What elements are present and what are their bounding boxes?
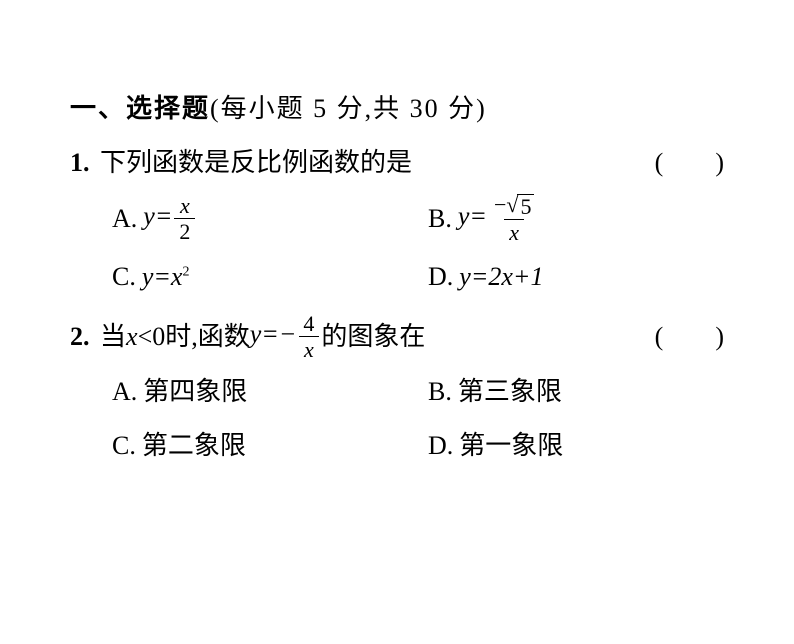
option-text: 第四象限 xyxy=(143,371,247,413)
q1-stem: 1. 下列函数是反比例函数的是 ( ) xyxy=(70,142,724,184)
q2-option-C: C. 第二象限 xyxy=(112,425,408,467)
eq-prefix: y= xyxy=(143,202,172,231)
func-pre: y=− xyxy=(250,320,297,349)
q1-text: 下列函数是反比例函数的是 xyxy=(100,142,412,184)
denominator: x xyxy=(504,219,524,244)
numerator: x xyxy=(175,194,195,218)
question-1: 1. 下列函数是反比例函数的是 ( ) A. y=x2 B. y=−√5x C. xyxy=(70,142,724,298)
option-label: D. xyxy=(428,425,453,467)
var-x: x xyxy=(126,322,138,351)
option-label: A. xyxy=(112,198,137,240)
eq-expr: y=2x+1 xyxy=(459,262,543,291)
q1-option-B: B. y=−√5x xyxy=(428,193,724,244)
option-math: y=−√5x xyxy=(458,193,542,244)
section-header: 一、选择题(每小题 5 分,共 30 分) xyxy=(70,88,724,130)
stem-pre: 当 xyxy=(100,316,126,358)
q1-option-C: C. y=x2 xyxy=(112,256,408,298)
denominator: x xyxy=(299,336,319,361)
stem-mid: 时,函数 xyxy=(165,316,250,358)
exponent: 2 xyxy=(182,265,189,280)
fraction: x2 xyxy=(174,194,195,243)
q1-option-A: A. y=x2 xyxy=(112,193,408,244)
q1-number: 1. xyxy=(70,142,96,184)
stem-post: 的图象在 xyxy=(321,316,425,358)
q2-options: A. 第四象限 B. 第三象限 C. 第二象限 D. 第一象限 xyxy=(70,371,724,466)
option-math: y=2x+1 xyxy=(459,256,543,298)
option-label: B. xyxy=(428,198,452,240)
numerator: −√5 xyxy=(489,193,540,219)
q2-paren: ( ) xyxy=(655,316,724,358)
sqrt: √5 xyxy=(506,194,534,218)
option-text: 第一象限 xyxy=(459,425,563,467)
option-math: y=x2 xyxy=(143,194,197,243)
q2-option-B: B. 第三象限 xyxy=(428,371,724,413)
numerator: 4 xyxy=(298,312,319,336)
q1-options: A. y=x2 B. y=−√5x C. y=x2 D. y=2x+1 xyxy=(70,193,724,298)
option-math: y=x2 xyxy=(142,256,190,298)
q2-option-A: A. 第四象限 xyxy=(112,371,408,413)
section-title-bold: 一、选择题 xyxy=(70,94,210,123)
option-label: B. xyxy=(428,371,452,413)
q2-number: 2. xyxy=(70,316,96,358)
q2-text: 当 x<0 时,函数 y=−4x的图象在 xyxy=(100,312,425,361)
fraction: −√5x xyxy=(489,193,540,244)
eq-base: y=x xyxy=(142,262,183,291)
q2-stem: 2. 当 x<0 时,函数 y=−4x的图象在 ( ) xyxy=(70,312,724,361)
q1-paren: ( ) xyxy=(655,142,724,184)
option-label: C. xyxy=(112,256,136,298)
question-2: 2. 当 x<0 时,函数 y=−4x的图象在 ( ) A. 第四象限 B. 第… xyxy=(70,312,724,466)
option-text: 第二象限 xyxy=(142,425,246,467)
cond-op: <0 xyxy=(138,322,166,351)
exam-content: 一、选择题(每小题 5 分,共 30 分) 1. 下列函数是反比例函数的是 ( … xyxy=(0,0,794,466)
denominator: 2 xyxy=(174,218,195,243)
option-label: A. xyxy=(112,371,137,413)
neg-sign: − xyxy=(494,192,506,217)
eq-prefix: y= xyxy=(458,202,487,231)
func: y=−4x xyxy=(250,312,322,361)
cond: x<0 xyxy=(126,316,165,358)
q2-option-D: D. 第一象限 xyxy=(428,425,724,467)
q1-option-D: D. y=2x+1 xyxy=(428,256,724,298)
radicand: 5 xyxy=(517,194,534,218)
option-label: D. xyxy=(428,256,453,298)
section-title-rest: (每小题 5 分,共 30 分) xyxy=(210,94,487,123)
option-label: C. xyxy=(112,425,136,467)
fraction: 4x xyxy=(298,312,319,361)
option-text: 第三象限 xyxy=(458,371,562,413)
